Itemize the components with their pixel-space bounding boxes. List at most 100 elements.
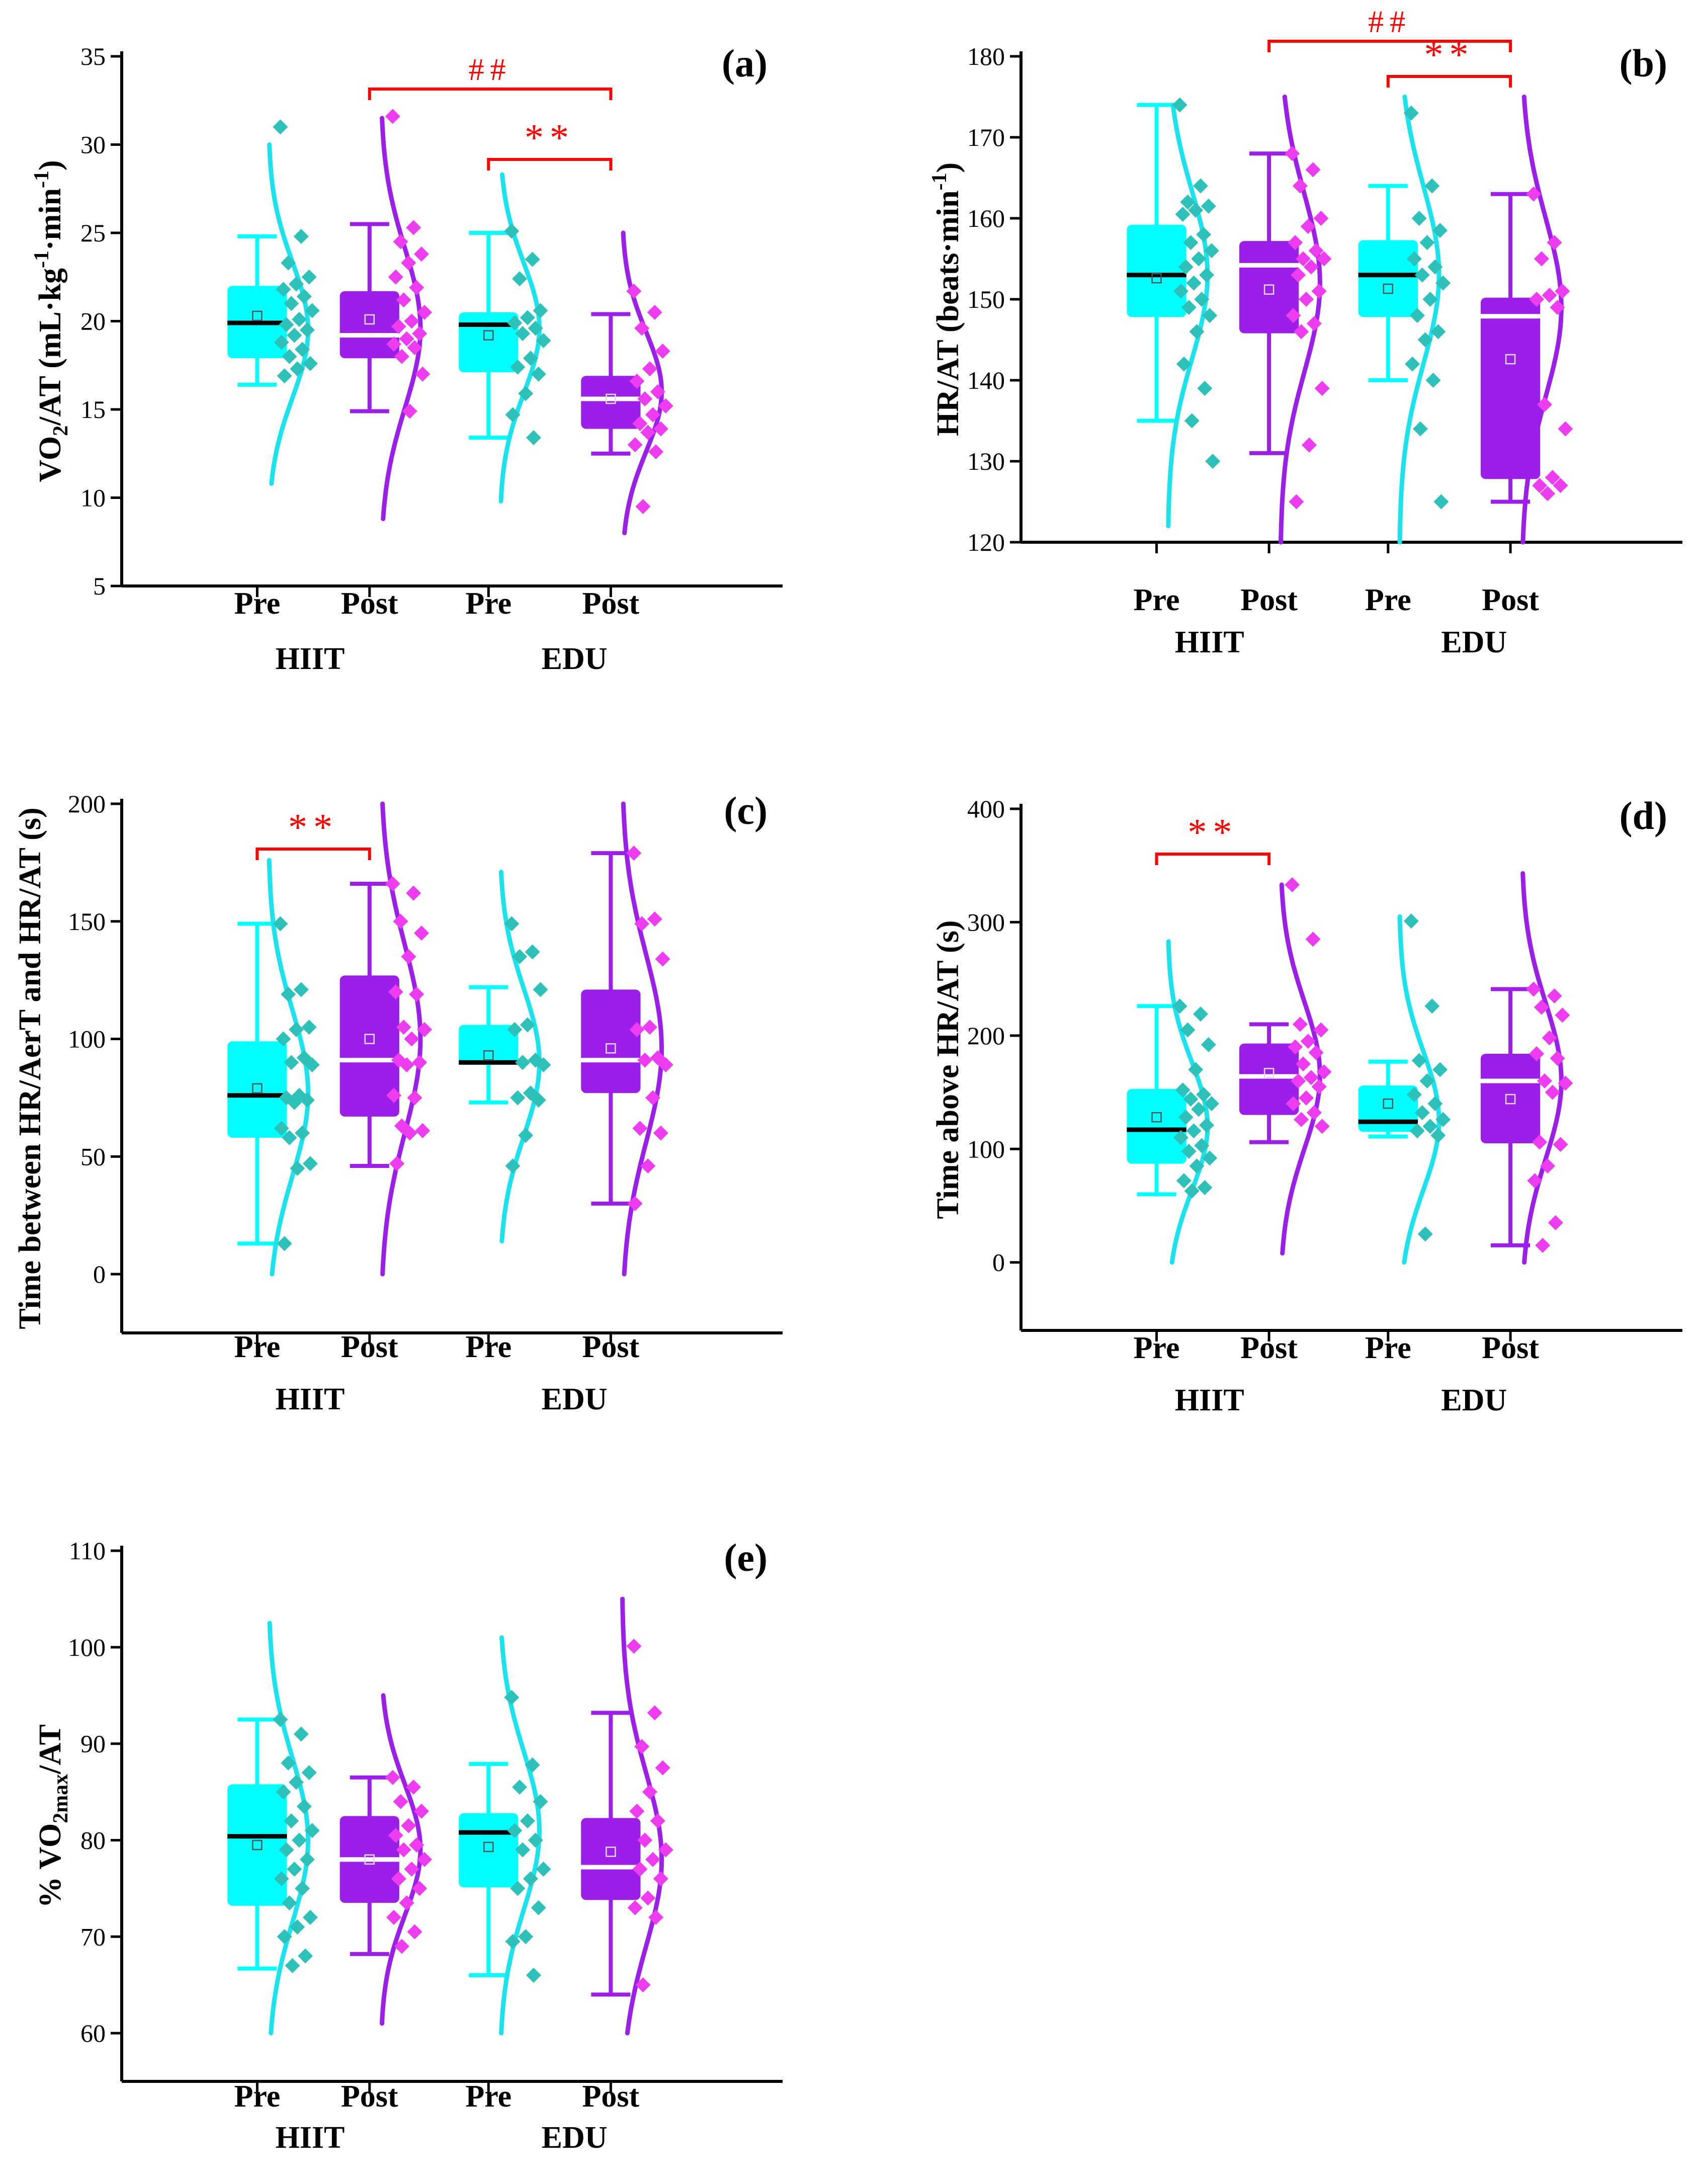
y-axis-title-sub: 2 — [49, 426, 72, 436]
data-point — [282, 1130, 297, 1145]
data-point — [1529, 292, 1545, 307]
y-tick-label: 10 — [80, 484, 106, 512]
data-point — [302, 356, 318, 371]
data-point — [650, 1813, 665, 1829]
mean-marker — [252, 1839, 263, 1851]
data-point — [1553, 1137, 1568, 1152]
data-point — [288, 1022, 304, 1037]
panel-label: (c) — [724, 789, 768, 832]
box-iqr — [227, 1041, 287, 1138]
data-point — [536, 1057, 551, 1072]
x-tick-label: Pre — [465, 2079, 512, 2114]
data-point — [658, 1057, 673, 1072]
x-tick-label: Post — [341, 1330, 398, 1364]
data-point — [287, 1095, 302, 1110]
data-point — [1204, 1096, 1219, 1112]
data-point — [282, 349, 297, 364]
data-point — [284, 296, 299, 311]
y-tick-label: 50 — [80, 1142, 106, 1170]
data-point — [637, 391, 653, 406]
data-point — [1535, 1237, 1551, 1253]
data-point — [1173, 1130, 1188, 1145]
density-curve — [1520, 871, 1564, 1265]
data-point — [1316, 1064, 1332, 1080]
data-point — [1406, 251, 1422, 267]
data-point — [409, 986, 424, 1002]
group-label: EDU — [542, 2121, 608, 2155]
data-point — [415, 1123, 431, 1138]
data-point — [531, 1093, 546, 1108]
x-tick-label: Pre — [234, 2079, 280, 2114]
significance-bracket: ** — [256, 806, 371, 860]
data-point — [301, 269, 317, 285]
data-point — [645, 1090, 661, 1106]
data-point — [385, 109, 400, 124]
data-point — [655, 344, 670, 359]
data-point — [1411, 1053, 1427, 1068]
mean-marker — [364, 314, 375, 325]
data-point — [277, 1236, 292, 1251]
group-label: EDU — [542, 1382, 608, 1416]
bracket-label: ** — [1424, 34, 1474, 76]
data-point — [1183, 235, 1199, 250]
y-tick-label: 110 — [69, 1537, 106, 1565]
y-tick-label: 200 — [68, 790, 106, 818]
data-point — [388, 269, 403, 285]
data-point — [1424, 178, 1440, 194]
data-point — [288, 1775, 304, 1790]
data-point — [507, 1823, 523, 1838]
data-point — [1558, 421, 1573, 437]
box-iqr — [1127, 1088, 1186, 1164]
data-point — [1189, 324, 1205, 340]
data-point — [1432, 223, 1448, 238]
data-point — [277, 1929, 292, 1945]
data-point — [276, 1784, 291, 1800]
density-curve — [1397, 95, 1441, 545]
data-point — [1430, 324, 1446, 340]
data-point — [648, 1909, 664, 1925]
data-point — [293, 229, 309, 244]
density-curve — [621, 801, 664, 1277]
data-point — [1540, 486, 1556, 501]
significance-bracket: ** — [1155, 811, 1271, 865]
mean-marker — [1151, 273, 1162, 284]
data-point — [293, 1726, 309, 1742]
x-tick-label: Pre — [1365, 583, 1411, 617]
data-point — [1291, 267, 1306, 283]
box-iqr — [1358, 240, 1418, 317]
data-point — [388, 1827, 403, 1843]
data-point — [520, 1813, 535, 1829]
data-point — [531, 1900, 546, 1915]
data-point — [1197, 1180, 1213, 1195]
data-point — [1183, 1091, 1199, 1107]
data-point — [386, 337, 402, 352]
y-axis-title-text: /AT — [33, 1724, 67, 1775]
data-point — [1176, 356, 1192, 372]
data-point — [1294, 324, 1309, 340]
y-tick-label: 0 — [992, 1248, 1005, 1277]
data-point — [417, 304, 433, 320]
data-point — [298, 1948, 313, 1964]
data-point — [655, 1760, 670, 1776]
data-point — [287, 1862, 302, 1877]
data-point — [653, 1871, 668, 1887]
group-label: EDU — [1441, 625, 1507, 659]
y-tick-label: 80 — [80, 1826, 106, 1854]
data-point — [1406, 1087, 1422, 1103]
data-point — [515, 326, 531, 342]
data-point — [401, 949, 416, 964]
data-point — [1550, 300, 1565, 315]
data-point — [1202, 1150, 1218, 1166]
data-point — [1430, 1128, 1446, 1143]
data-point — [302, 1156, 318, 1171]
data-point — [1529, 1046, 1545, 1061]
data-point — [417, 1022, 433, 1037]
x-tick-label: Pre — [465, 1330, 512, 1364]
data-point — [407, 340, 422, 356]
y-axis-title: HR/AT (beats·min-1) — [928, 162, 965, 436]
box-iqr — [581, 1818, 641, 1900]
y-tick-label: 90 — [80, 1730, 106, 1758]
data-point — [273, 119, 288, 135]
data-point — [1527, 1173, 1543, 1189]
